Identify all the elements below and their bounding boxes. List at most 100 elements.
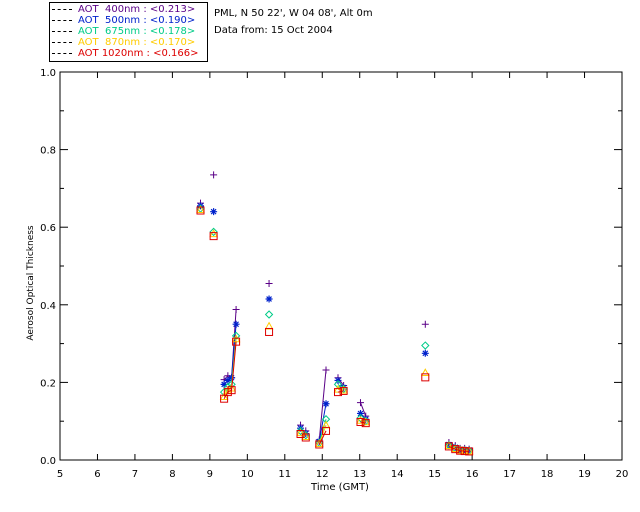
- data-point: [461, 446, 469, 454]
- data-point: [356, 399, 364, 407]
- data-point: [296, 426, 305, 436]
- x-tick-label: 19: [578, 469, 591, 480]
- x-tick-label: 8: [169, 469, 175, 480]
- x-tick-label: 5: [57, 469, 63, 480]
- data-point: [196, 206, 205, 215]
- data-point: [209, 229, 218, 238]
- data-point: [451, 445, 460, 454]
- data-point: [265, 327, 274, 336]
- legend-line-675: [52, 31, 72, 32]
- data-point: [228, 374, 236, 382]
- y-tick-label: 1.0: [40, 68, 56, 79]
- series-aot-675nm: [196, 204, 474, 455]
- data-point: [465, 447, 474, 456]
- x-tick-label: 10: [241, 469, 254, 480]
- legend-label-500: AOT 500nm : <0.190>: [78, 15, 196, 26]
- x-tick-label: 12: [316, 469, 329, 480]
- series-line: [318, 369, 327, 440]
- y-tick-label: 0.4: [40, 301, 56, 312]
- legend-label-675: AOT 675nm : <0.178>: [78, 26, 196, 37]
- plot-frame: [59, 71, 623, 461]
- x-tick-label: 7: [132, 469, 138, 480]
- series-line: [360, 421, 366, 424]
- data-date: Data from: 15 Oct 2004: [214, 25, 333, 36]
- legend-item-675: AOT 675nm : <0.178>: [52, 26, 195, 37]
- legend-label-400: AOT 400nm : <0.213>: [78, 4, 196, 15]
- data-point: [464, 446, 474, 455]
- data-point: [265, 295, 273, 303]
- x-tick-label: 17: [503, 469, 516, 480]
- data-point: [322, 426, 331, 435]
- legend-item-870: AOT 870nm : <0.170>: [52, 37, 195, 48]
- data-point: [301, 433, 310, 442]
- y-tick-label: 0.0: [40, 456, 56, 467]
- series-aot-500nm: [197, 202, 473, 454]
- data-point: [315, 440, 324, 449]
- legend-item-1020: AOT 1020nm : <0.166>: [52, 48, 198, 59]
- data-point: [232, 320, 240, 328]
- x-tick-label: 16: [466, 469, 479, 480]
- x-axis: 5 6 7 8 9 10 11 12 13 14 15 16 17 18 19 20: [57, 72, 629, 480]
- data-point: [265, 279, 273, 287]
- data-point: [296, 428, 305, 437]
- data-point: [356, 409, 364, 417]
- x-tick-label: 20: [616, 469, 629, 480]
- data-point: [232, 337, 241, 346]
- legend-item-400: AOT 400nm : <0.213>: [52, 4, 195, 15]
- series-layer: [196, 171, 474, 456]
- data-point: [334, 388, 343, 397]
- x-tick-label: 18: [541, 469, 554, 480]
- legend-label-870: AOT 870nm : <0.170>: [78, 37, 196, 48]
- data-point: [444, 442, 453, 451]
- data-point: [321, 415, 331, 424]
- series-aot-400nm: [197, 171, 473, 453]
- series-line: [337, 390, 344, 393]
- x-tick-label: 11: [278, 469, 291, 480]
- data-point: [264, 310, 274, 319]
- series-aot-1020nm: [196, 206, 474, 456]
- data-point: [210, 171, 218, 179]
- y-tick-label: 0.2: [40, 378, 56, 389]
- data-point: [314, 439, 324, 448]
- data-point: [224, 376, 232, 384]
- series-line: [318, 403, 327, 442]
- y-axis: 0.0 0.2 0.4 0.6 0.8 1.0: [40, 68, 622, 467]
- x-tick-label: 6: [94, 469, 100, 480]
- y-axis-label: Aerosol Optical Thickness: [26, 225, 36, 341]
- series-aot-870nm: [196, 205, 474, 455]
- data-point: [361, 419, 370, 428]
- legend-label-1020: AOT 1020nm : <0.166>: [78, 48, 199, 59]
- data-point: [444, 441, 454, 449]
- legend-line-1020: [52, 53, 72, 54]
- series-line: [360, 402, 367, 417]
- data-point: [297, 424, 305, 432]
- data-point: [356, 417, 365, 426]
- series-line: [337, 388, 344, 391]
- data-point: [356, 413, 365, 423]
- data-point: [339, 386, 348, 395]
- plot-border: [59, 71, 623, 461]
- x-tick-label: 9: [207, 469, 213, 480]
- data-point: [322, 400, 330, 408]
- legend-line-500: [52, 20, 72, 21]
- data-point: [322, 366, 330, 374]
- data-point: [460, 447, 469, 456]
- legend-item-500: AOT 500nm : <0.190>: [52, 15, 195, 26]
- data-point: [209, 227, 218, 237]
- series-line: [448, 445, 470, 452]
- station-info: PML, N 50 22', W 04 08', Alt 0m: [214, 8, 373, 19]
- x-tick-label: 13: [353, 469, 366, 480]
- data-point: [209, 232, 218, 241]
- series-line: [318, 430, 327, 445]
- data-point: [227, 386, 236, 395]
- y-tick-label: 0.6: [40, 223, 56, 234]
- data-point: [451, 443, 459, 451]
- x-axis-label: Time (GMT): [310, 482, 369, 493]
- data-point: [421, 341, 430, 350]
- legend-line-870: [52, 42, 72, 43]
- data-point: [460, 446, 469, 454]
- x-tick-label: 14: [391, 469, 404, 480]
- data-point: [220, 380, 228, 388]
- data-point: [333, 380, 343, 389]
